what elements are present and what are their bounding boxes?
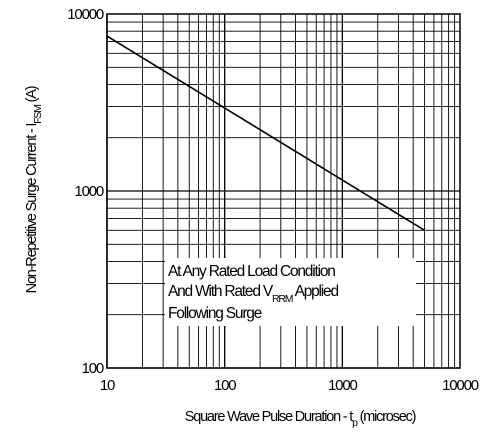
annotation-line-2-sub: RRM [272,293,293,305]
annotation-line-3: Following Surge [168,305,262,322]
y-tick-label: 1000 [74,183,103,200]
x-tick-label: 100 [214,377,236,394]
y-axis-label-sub: FSM [32,105,44,124]
x-tick-label: 10000 [442,377,479,394]
annotation-line-1: At Any Rated Load Condition [168,263,335,280]
series-line [106,35,426,231]
series-layer [106,35,426,231]
x-tick-label: 1000 [328,377,357,394]
x-axis-label: Square Wave Pulse Duration - tp (microse… [185,409,416,429]
annotation-line-2-tail: Applied [292,283,338,300]
x-tick-label: 10 [100,377,115,394]
annotation-box [165,258,416,326]
annotation-line-2-main: And With Rated V [168,283,274,300]
annotation-line-2: And With Rated VRRM Applied [168,283,338,305]
y-axis-label-tail: (A) [24,86,40,105]
x-axis-label-tail: (microsec) [357,409,416,425]
y-axis-label-main: Non-Repetitive Surge Current - I [24,124,40,294]
y-tick-label: 100 [82,360,104,377]
y-axis-label: Non-Repetitive Surge Current - IFSM (A) [24,86,44,293]
y-tick-label: 10000 [67,6,104,23]
x-axis-label-main: Square Wave Pulse Duration - t [185,409,354,425]
plot-frame [106,13,461,369]
x-axis-label-sub: p [352,417,358,429]
